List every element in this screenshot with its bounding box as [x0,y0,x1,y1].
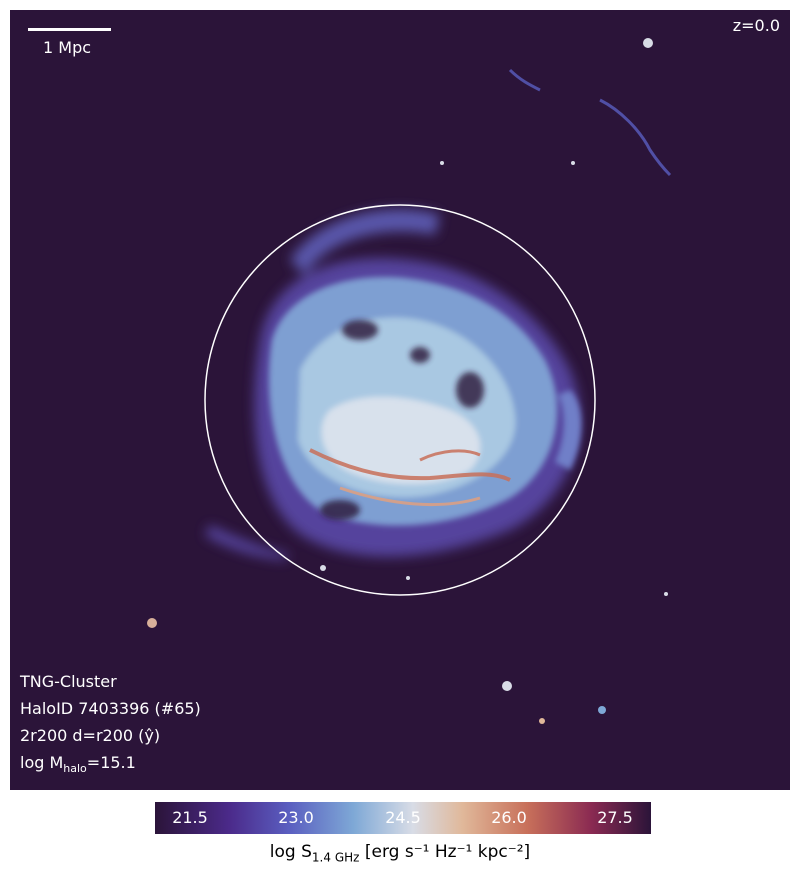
colorbar-label: log S1.4 GHz [erg s⁻¹ Hz⁻¹ kpc⁻²] [269,842,531,865]
colorbar-tick: 26.0 [491,808,527,827]
r200-circle [204,204,596,596]
colorbar-tick: 23.0 [278,808,314,827]
colorbar-tick: 21.5 [172,808,208,827]
scale-bar-label: 1 Mpc [43,38,92,57]
colorbar: 21.5 23.0 24.5 26.0 27.5 [155,802,651,834]
colorbar-tick: 27.5 [597,808,633,827]
halo-id-label: HaloID 7403396 (#65) [20,698,201,718]
info-block: TNG-Cluster HaloID 7403396 (#65) 2r200 d… [20,668,201,782]
colorbar-tick: 24.5 [385,808,421,827]
scale-bar [28,28,111,31]
redshift-label: z=0.0 [732,16,780,35]
emission-render [147,38,672,724]
radio-emission-map: 1 Mpc z=0.0 TNG-Cluster HaloID 7403396 (… [10,10,790,790]
projection-label: 2r200 d=r200 (ŷ) [20,725,161,745]
halo-mass-label: log Mhalo=15.1 [20,752,136,775]
simulation-label: TNG-Cluster [20,671,117,691]
